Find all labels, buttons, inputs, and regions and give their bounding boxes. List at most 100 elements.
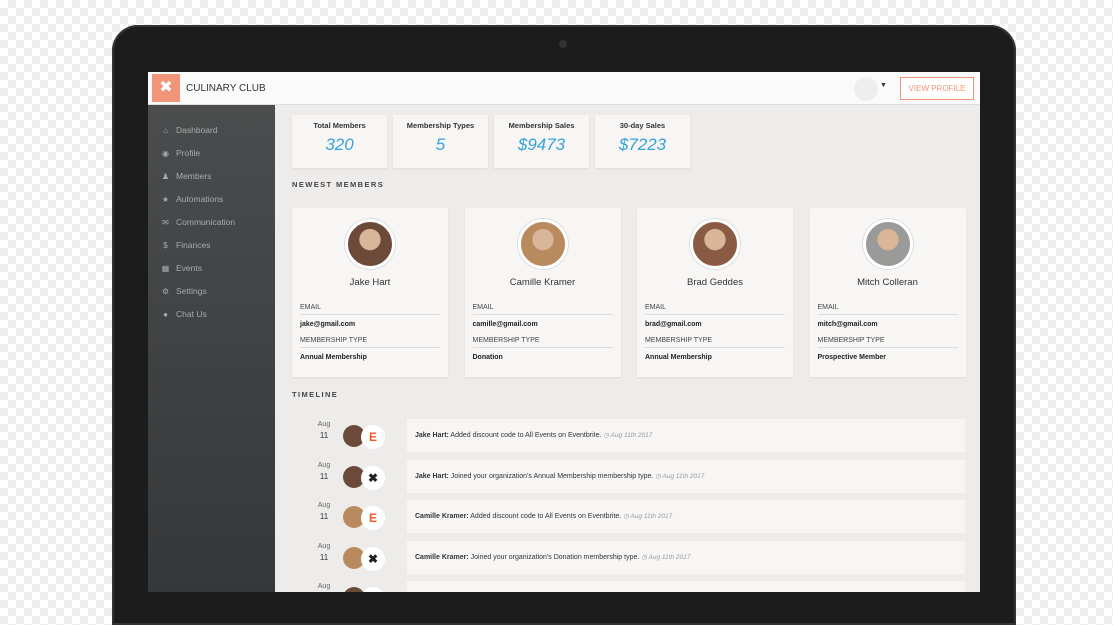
stat-label: Membership Types xyxy=(406,121,475,130)
sidebar-item-label: Members xyxy=(176,171,212,181)
gear-icon: ⚙ xyxy=(161,286,170,296)
sidebar-item-events[interactable]: ▦ Events xyxy=(161,263,202,273)
email-label: EMAIL xyxy=(645,304,785,315)
date-day: 11 xyxy=(319,512,329,521)
date-month: Aug xyxy=(317,461,331,469)
sidebar-item-dashboard[interactable]: ⌂ Dashboard xyxy=(161,125,218,135)
date-month: Aug xyxy=(317,583,331,590)
date-day: 11 xyxy=(319,431,329,440)
app-screen: ✖ CULINARY CLUB ▼ VIEW PROFILE ⌂ Dashboar… xyxy=(148,72,980,592)
timeline-row: Aug 11 ✖ Jake Hart: Joined your organizat… xyxy=(148,459,980,494)
member-name: Camille Kramer xyxy=(509,277,576,288)
timeline-entry[interactable] xyxy=(407,581,965,592)
date-day: 11 xyxy=(319,471,329,481)
stat-label: Membership Sales xyxy=(508,121,575,130)
newest-members-heading: NEWEST MEMBERS xyxy=(292,180,385,189)
sidebar-item-profile[interactable]: ◉ Profile xyxy=(161,148,200,158)
sidebar-item-label: Chat Us xyxy=(176,309,207,319)
timeline-date: Aug 11 xyxy=(314,500,334,522)
timeline-row: Aug 11 ✖ Camille Kramer: Joined your orga… xyxy=(148,540,980,575)
date-month: Aug xyxy=(317,502,331,509)
member-type: Annual Membership xyxy=(300,354,367,361)
member-type: Prospective Member xyxy=(817,354,886,361)
user-avatar xyxy=(343,546,365,569)
member-card[interactable]: Jake Hart EMAIL jake@gmail.com MEMBERSHI… xyxy=(292,208,448,377)
calendar-icon: ▦ xyxy=(161,263,170,273)
timeline-entry[interactable]: Camille Kramer: Joined your organization… xyxy=(407,540,965,574)
timeline-row: Aug 11 E Camille Kramer: Added discount c… xyxy=(148,500,980,534)
sidebar-item-communication[interactable]: ✉ Communication xyxy=(161,217,235,227)
membership-type-label: MEMBERSHIP TYPE xyxy=(645,337,785,348)
sidebar-item-label: Profile xyxy=(176,148,201,158)
sidebar-item-label: Communication xyxy=(176,217,236,227)
timeline-date: Aug 11 xyxy=(314,460,334,482)
stat-value: 320 xyxy=(325,135,354,154)
timeline-entry[interactable]: Jake Hart: Added discount code to All Ev… xyxy=(407,419,965,452)
user-avatar[interactable] xyxy=(854,77,878,101)
member-card[interactable]: Brad Geddes EMAIL brad@gmail.com MEMBERS… xyxy=(637,208,793,377)
user-avatar xyxy=(343,506,365,528)
club-logo-icon xyxy=(361,587,385,592)
entry-text: Added discount code to All Events on Eve… xyxy=(468,513,622,520)
membership-type-label: MEMBERSHIP TYPE xyxy=(817,337,958,348)
member-email: brad@gmail.com xyxy=(645,321,702,328)
sidebar-item-automations[interactable]: ★ Automations xyxy=(161,194,223,204)
entry-text: Joined your organization's Annual Member… xyxy=(448,472,654,480)
eventbrite-icon: E xyxy=(361,506,385,530)
membership-type-label: MEMBERSHIP TYPE xyxy=(472,337,613,348)
member-avatar xyxy=(690,219,740,269)
timeline-date: Aug xyxy=(314,581,334,592)
email-label: EMAIL xyxy=(817,304,958,315)
caret-down-icon[interactable]: ▼ xyxy=(880,82,887,89)
user-icon: ♟ xyxy=(161,171,170,181)
member-card[interactable]: Camille Kramer EMAIL camille@gmail.com M… xyxy=(464,208,621,377)
chat-icon: ● xyxy=(163,309,168,319)
entry-date: Aug 11th 2017 xyxy=(648,553,691,561)
timeline-row: Aug 11 E Jake Hart: Added discount code t… xyxy=(148,419,980,453)
webcam xyxy=(559,40,567,48)
header: ✖ CULINARY CLUB ▼ VIEW PROFILE xyxy=(148,72,980,105)
logo-icon[interactable]: ✖ xyxy=(152,74,180,102)
user-avatar xyxy=(343,425,365,447)
timeline-entry[interactable]: Camille Kramer: Added discount code to A… xyxy=(407,500,965,533)
timeline-entry[interactable]: Jake Hart: Joined your organization's An… xyxy=(407,459,965,493)
entry-text: Added discount code to All Events on Eve… xyxy=(448,432,602,439)
sidebar-item-finances[interactable]: $ Finances xyxy=(161,240,211,250)
timeline-heading: TIMELINE xyxy=(292,390,339,399)
member-email: jake@gmail.com xyxy=(300,321,356,328)
timeline-row: Aug xyxy=(148,581,980,592)
sidebar-item-members[interactable]: ♟ Members xyxy=(161,171,212,181)
entry-time: ◷ Aug 11th 2017 xyxy=(655,472,705,480)
member-email: camille@gmail.com xyxy=(472,321,538,328)
member-type: Annual Membership xyxy=(645,354,712,361)
member-name: Jake Hart xyxy=(349,277,391,288)
brand-name: CULINARY CLUB xyxy=(186,83,266,94)
sidebar-item-label: Events xyxy=(176,263,202,273)
timeline-date: Aug 11 xyxy=(314,419,334,441)
sidebar: ⌂ Dashboard ◉ Profile ♟ Members ★ Automations ✉ C… xyxy=(148,105,275,592)
view-profile-button[interactable]: VIEW PROFILE xyxy=(900,77,974,100)
entry-date: Aug 11th 2017 xyxy=(662,472,705,480)
member-card[interactable]: Mitch Colleran EMAIL mitch@gmail.com MEM… xyxy=(809,208,966,377)
stat-value: $9473 xyxy=(517,135,566,154)
entry-date: Aug 11th 2017 xyxy=(630,513,673,520)
stat-label: Total Members xyxy=(313,121,366,130)
eventbrite-icon: E xyxy=(361,425,385,449)
stat-card: Total Members 320 xyxy=(292,115,387,168)
stat-value: $7223 xyxy=(618,135,667,154)
member-name: Mitch Colleran xyxy=(857,277,918,288)
sidebar-item-chat-us[interactable]: ● Chat Us xyxy=(161,309,207,319)
sidebar-item-settings[interactable]: ⚙ Settings xyxy=(161,286,207,296)
entry-text: Joined your organization's Donation memb… xyxy=(468,553,640,561)
entry-time: ◷ Aug 11th 2017 xyxy=(641,553,691,561)
member-email: mitch@gmail.com xyxy=(817,321,878,328)
dollar-icon: $ xyxy=(163,240,168,250)
member-avatar xyxy=(345,219,395,269)
sidebar-item-label: Finances xyxy=(176,240,211,250)
entry-user: Camille Kramer: xyxy=(415,513,469,520)
timeline-date: Aug 11 xyxy=(314,541,334,563)
sidebar-item-label: Automations xyxy=(176,194,224,204)
entry-user: Camille Kramer: xyxy=(415,553,469,561)
stat-value: 5 xyxy=(435,135,446,154)
stat-card: Membership Types 5 xyxy=(393,115,488,168)
